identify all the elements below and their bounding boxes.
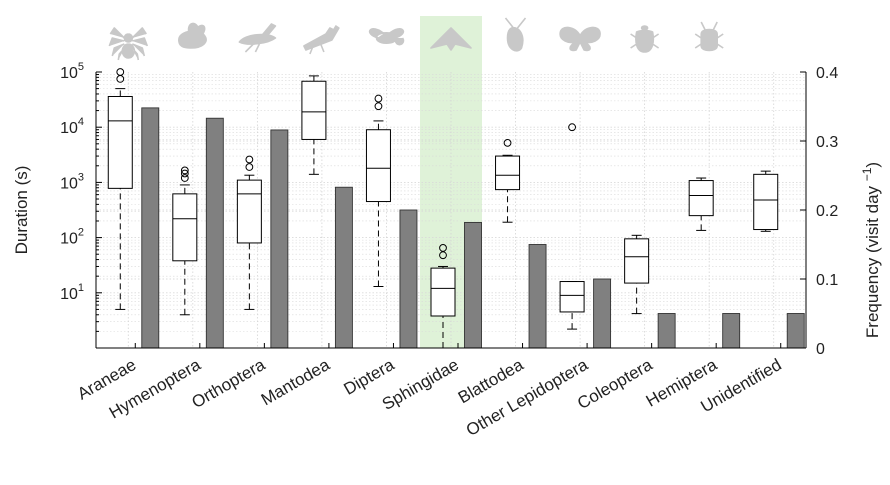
outlier-point (503, 138, 512, 147)
left-tick-label: 105 (60, 61, 84, 82)
bee-icon-shape (178, 22, 207, 49)
duration-boxplot (688, 177, 714, 231)
outlier-point (245, 155, 254, 164)
right-tick-label: 0.2 (816, 203, 838, 220)
duration-boxplot (624, 234, 650, 315)
duration-boxplot (107, 68, 133, 310)
outlier-point (116, 68, 125, 76)
butterfly-icon-shape (559, 26, 601, 52)
duration-boxplot (365, 94, 391, 288)
box (172, 193, 198, 262)
moth-icon-shape (430, 27, 472, 51)
left-tick-label: 102 (60, 227, 84, 248)
left-axis-title: Duration (s) (12, 166, 31, 255)
frequency-bar (786, 313, 805, 349)
duration-boxplot (559, 123, 585, 330)
frequency-bar (334, 186, 353, 349)
frequency-bar (464, 221, 482, 349)
duration-boxplot (495, 138, 521, 223)
right-tick-label: 0 (816, 341, 825, 358)
category-label: Mantodea (258, 355, 333, 410)
frequency-bar (593, 278, 612, 349)
box (301, 80, 327, 140)
fly-icon-shape (368, 28, 405, 46)
right-tick-label: 0.4 (816, 65, 838, 82)
duration-boxplot (236, 155, 262, 310)
cockroach-icon (504, 17, 527, 52)
box (495, 155, 521, 191)
category-label: Other Lepidoptera (463, 355, 592, 440)
right-axis-title: Frequency (visit day −1) (860, 162, 882, 338)
left-tick-label: 101 (60, 282, 84, 303)
box (559, 281, 585, 313)
beetle-icon (630, 25, 660, 53)
spider-icon (108, 27, 149, 61)
duration-boxplot (430, 244, 456, 349)
left-tick-label: 103 (60, 171, 84, 192)
frequency-bar (399, 209, 418, 349)
outlier-point (439, 244, 447, 252)
duration-boxplot (753, 170, 779, 232)
box (624, 238, 650, 284)
fly-icon (368, 28, 405, 46)
outlier-point (180, 169, 189, 178)
mantis-icon-shape (303, 25, 340, 55)
duration-boxplot (172, 166, 198, 316)
bee-icon (178, 22, 207, 49)
grasshopper-icon-shape (238, 23, 277, 53)
frequency-bar (528, 244, 547, 349)
bug-icon (694, 21, 724, 52)
frequency-bar (141, 107, 160, 349)
moth-icon (430, 27, 472, 51)
outlier-point (180, 174, 189, 182)
frequency-bar (657, 313, 676, 349)
box (107, 95, 133, 189)
spider-icon-shape (108, 27, 149, 61)
box (753, 173, 779, 231)
left-tick-label: 104 (60, 116, 84, 137)
grasshopper-icon (238, 23, 277, 53)
bug-icon-shape (694, 21, 724, 52)
frequency-bar (270, 129, 289, 349)
box (236, 179, 262, 244)
frequency-bar (722, 313, 741, 349)
outlier-point (374, 94, 383, 103)
right-tick-label: 0.3 (816, 134, 838, 151)
box (430, 267, 456, 317)
butterfly-icon (559, 26, 601, 52)
outlier-point (568, 123, 576, 132)
cockroach-icon-shape (504, 17, 527, 52)
mantis-icon (303, 25, 340, 55)
outlier-point (180, 166, 189, 175)
duration-boxplot (301, 75, 327, 175)
outlier-point (116, 74, 125, 83)
beetle-icon-shape (630, 25, 660, 53)
box (365, 129, 391, 203)
box (688, 180, 714, 217)
outlier-point (245, 163, 254, 171)
frequency-bar (205, 117, 224, 349)
right-tick-label: 0.1 (816, 272, 838, 289)
category-label: Orthoptera (188, 355, 268, 412)
outlier-point (374, 102, 383, 111)
